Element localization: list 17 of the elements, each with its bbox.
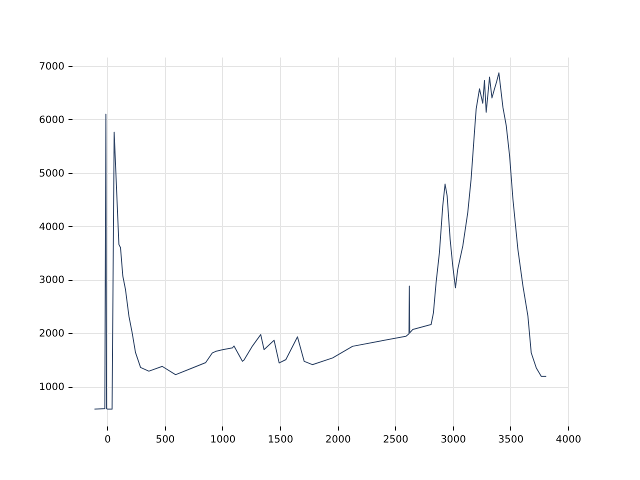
y-tick-label: 4000: [39, 222, 64, 233]
x-tick-label: 1500: [268, 434, 294, 446]
line-series: [94, 72, 547, 410]
y-tick-label: 1000: [39, 382, 64, 394]
y-tick-label: 6000: [39, 114, 64, 126]
x-tick-label: 500: [156, 434, 175, 446]
y-tick-label: 3000: [39, 275, 64, 286]
x-tick-label: 0: [104, 434, 111, 446]
x-tick-label: 3000: [440, 434, 466, 446]
x-tick-label: 3500: [498, 434, 524, 446]
x-tick-label: 2500: [382, 434, 408, 446]
y-tick-label: 5000: [39, 168, 64, 180]
x-tick-label: 2000: [325, 434, 351, 446]
y-tick-label: 7000: [39, 61, 64, 72]
x-tick-label: 4000: [556, 434, 582, 446]
x-tick-label: 1000: [210, 434, 236, 446]
y-tick-label: 2000: [39, 328, 64, 340]
